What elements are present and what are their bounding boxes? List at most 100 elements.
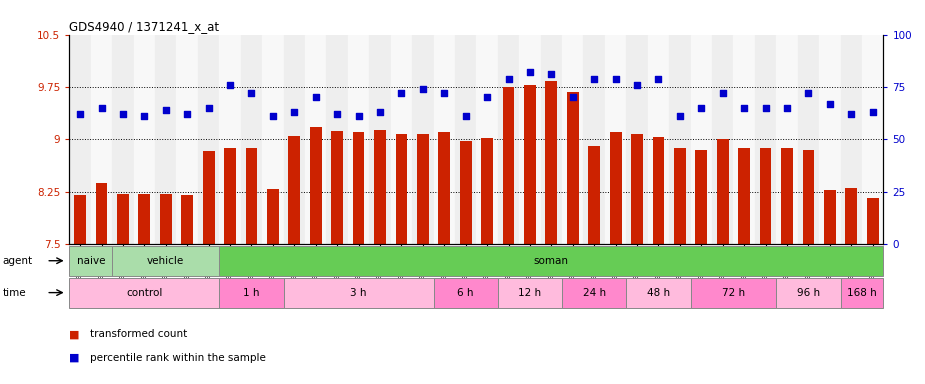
Point — [544, 71, 559, 78]
Bar — [240, 35, 262, 244]
Point — [73, 111, 88, 117]
Bar — [438, 132, 450, 244]
Text: 72 h: 72 h — [722, 288, 745, 298]
Bar — [139, 194, 150, 244]
Bar — [69, 246, 112, 276]
Bar — [803, 150, 814, 244]
Bar — [674, 147, 685, 244]
Bar — [331, 131, 343, 244]
Bar — [476, 35, 498, 244]
Bar — [112, 246, 219, 276]
Point — [651, 75, 666, 81]
Bar — [69, 35, 91, 244]
Text: time: time — [3, 288, 27, 298]
Bar — [203, 151, 215, 244]
Bar — [284, 278, 434, 308]
Bar — [610, 132, 622, 244]
Text: 6 h: 6 h — [458, 288, 474, 298]
Point — [415, 86, 430, 92]
Point — [94, 105, 109, 111]
Point — [736, 105, 751, 111]
Bar — [845, 188, 857, 244]
Bar — [519, 35, 540, 244]
Point — [586, 75, 601, 81]
Bar — [867, 199, 879, 244]
Bar — [717, 139, 729, 244]
Bar — [224, 147, 236, 244]
Point — [822, 101, 837, 107]
Bar — [198, 35, 219, 244]
Bar — [776, 35, 797, 244]
Bar — [455, 35, 476, 244]
Point — [223, 82, 238, 88]
Point — [394, 90, 409, 96]
Bar — [155, 35, 177, 244]
Bar — [305, 35, 327, 244]
Point — [458, 113, 473, 119]
Bar — [267, 189, 278, 244]
Point — [565, 94, 580, 101]
Bar — [434, 35, 455, 244]
Bar — [417, 134, 428, 244]
Bar — [820, 35, 841, 244]
Text: soman: soman — [534, 256, 569, 266]
Bar — [348, 35, 369, 244]
Bar — [631, 134, 643, 244]
Point — [801, 90, 816, 96]
Point — [865, 109, 880, 115]
Text: 168 h: 168 h — [847, 288, 877, 298]
Bar — [369, 35, 390, 244]
Point — [630, 82, 645, 88]
Bar — [712, 35, 734, 244]
Point — [308, 94, 323, 101]
Text: 24 h: 24 h — [583, 288, 606, 298]
Bar — [546, 81, 557, 244]
Text: ■: ■ — [69, 353, 80, 362]
Point — [501, 75, 516, 81]
Bar — [112, 35, 133, 244]
Bar — [588, 146, 600, 244]
Bar — [245, 147, 257, 244]
Point — [116, 111, 130, 117]
Bar — [781, 148, 793, 244]
Bar — [841, 35, 862, 244]
Bar — [776, 278, 841, 308]
Point — [672, 113, 687, 119]
Point — [329, 111, 344, 117]
Bar — [567, 92, 579, 244]
Text: transformed count: transformed count — [90, 329, 187, 339]
Bar — [626, 35, 647, 244]
Bar — [434, 278, 498, 308]
Bar — [91, 35, 112, 244]
Bar — [289, 136, 301, 244]
Bar — [69, 278, 219, 308]
Point — [694, 105, 709, 111]
Point — [179, 111, 194, 117]
Bar — [117, 194, 129, 244]
Point — [373, 109, 388, 115]
Point — [265, 113, 280, 119]
Bar — [396, 134, 407, 244]
Point — [437, 90, 451, 96]
Bar — [691, 35, 712, 244]
Point — [158, 107, 173, 113]
Point — [244, 90, 259, 96]
Bar — [738, 148, 750, 244]
Bar — [759, 148, 771, 244]
Bar — [284, 35, 305, 244]
Bar — [95, 183, 107, 244]
Text: naive: naive — [77, 256, 105, 266]
Point — [715, 90, 730, 96]
Bar — [219, 278, 284, 308]
Bar — [648, 35, 669, 244]
Text: 96 h: 96 h — [796, 288, 820, 298]
Bar — [652, 137, 664, 244]
Text: GDS4940 / 1371241_x_at: GDS4940 / 1371241_x_at — [69, 20, 219, 33]
Bar — [310, 127, 322, 244]
Point — [480, 94, 495, 101]
Bar — [862, 35, 883, 244]
Text: 1 h: 1 h — [243, 288, 260, 298]
Bar — [562, 278, 626, 308]
Point — [352, 113, 366, 119]
Bar — [584, 35, 605, 244]
